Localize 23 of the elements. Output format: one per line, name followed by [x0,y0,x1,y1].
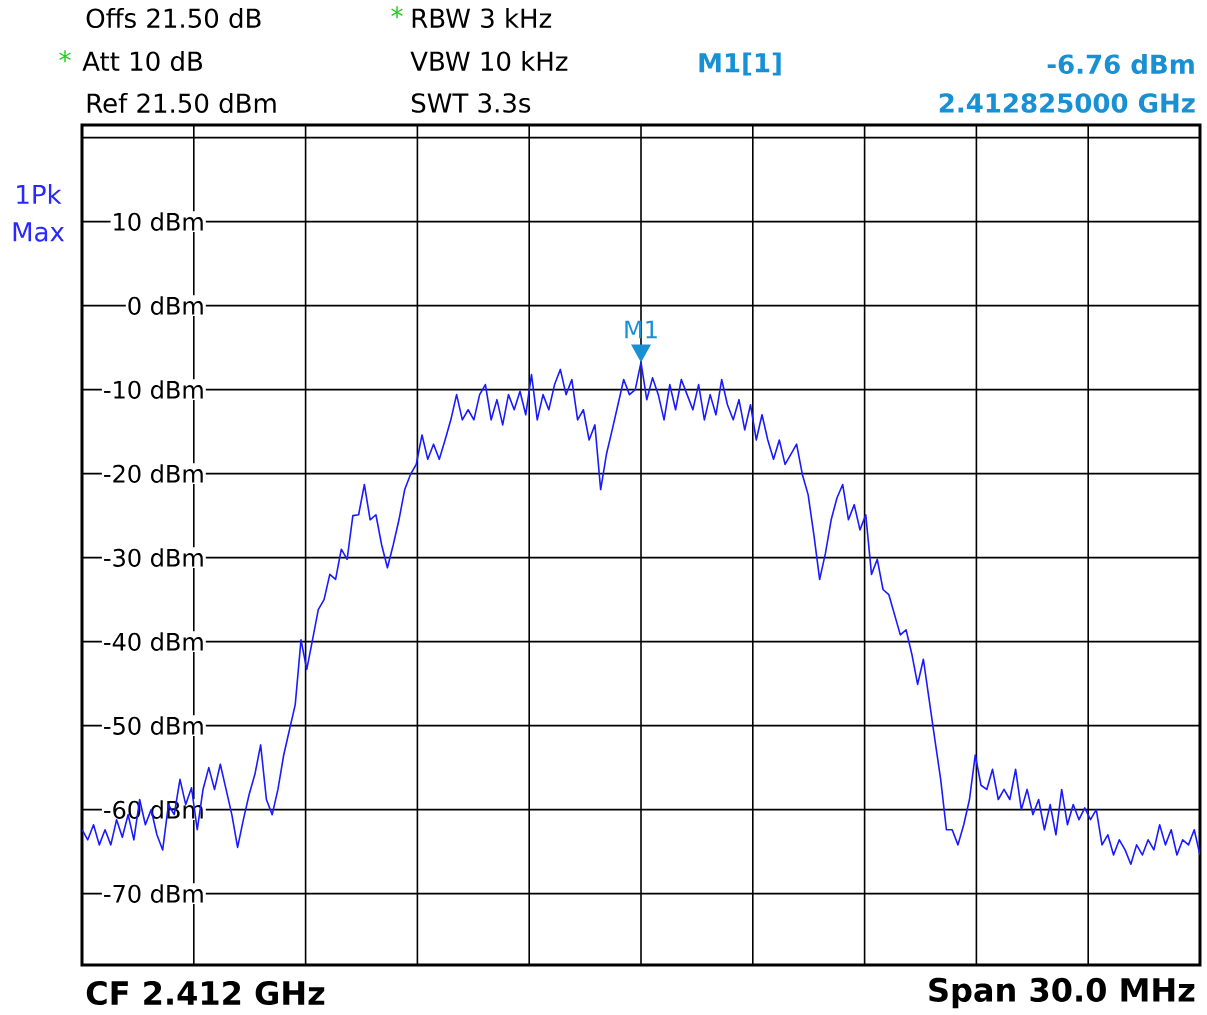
y-tick-label: -30 dBm [104,548,203,567]
text: SWT 3.3s [411,93,531,113]
text: Ref 21.50 dBm [87,92,276,114]
text: RBW 3 kHz [412,7,552,29]
text: CF 2.412 GHz [86,980,325,1006]
y-tick-label: -70 dBm [104,884,203,903]
y-tick-label: -20 dBm [104,464,203,483]
y-tick-label: -40 dBm [104,632,203,651]
y-tick-label: -50 dBm [104,716,203,735]
text: -6.76 dBm [1047,53,1194,75]
text: * [59,50,71,63]
text: M1[1] [699,52,781,76]
text: 1Pk [17,184,62,204]
y-tick-label: 10 dBm [114,212,203,231]
text: Span 30.0 MHz [929,977,1195,1009]
text: 2.412825000 GHz [939,93,1195,113]
text: * [391,6,403,19]
y-tick-label: 0 dBm [128,296,203,315]
text: Max [13,222,65,242]
text: Offs 21.50 dB [86,7,261,29]
text: Att 10 dB [82,50,203,72]
text: VBW 10 kHz [410,50,568,72]
y-tick-label: -10 dBm [104,380,203,399]
